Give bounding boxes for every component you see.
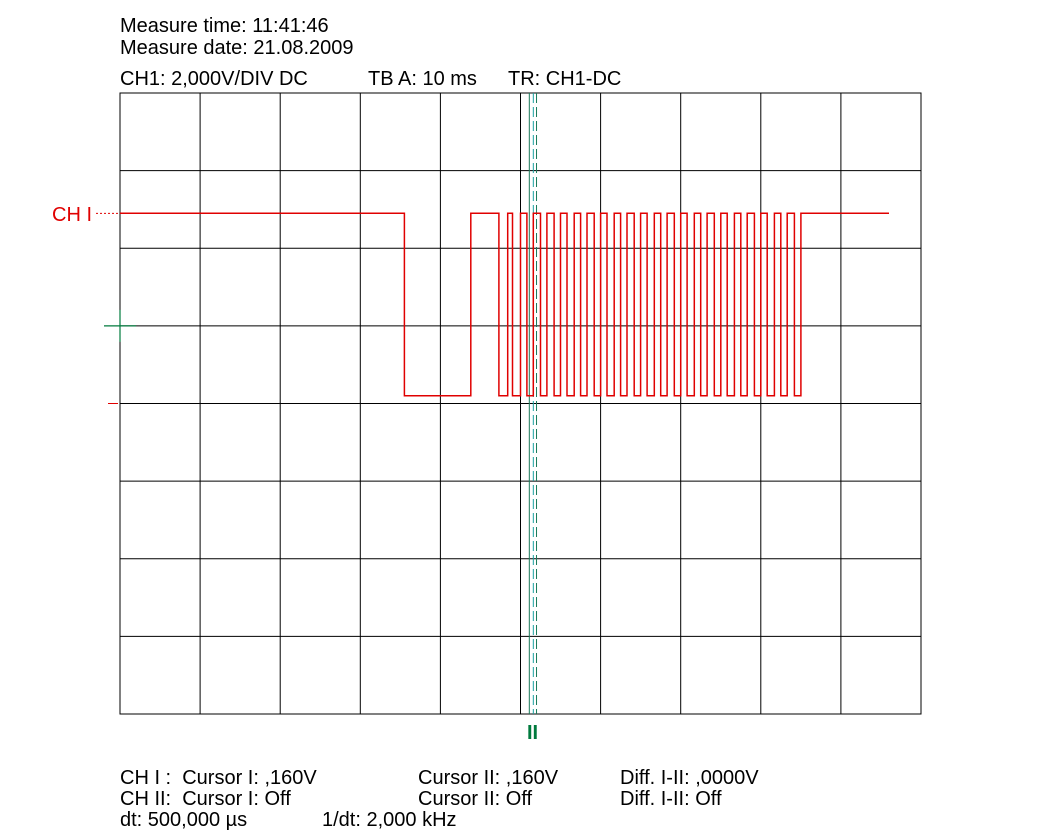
- cursors: [528, 93, 538, 714]
- trigger: TR: CH1-DC: [508, 68, 622, 90]
- inv-dt-value: 1/dt: 2,000 kHz: [322, 809, 457, 831]
- ch2-cursor-1: CH II: Cursor I: Off: [120, 788, 291, 810]
- timebase: TB A: 10 ms: [368, 68, 477, 90]
- measure-time: Measure time: 11:41:46: [120, 15, 329, 37]
- ch1-diff: Diff. I-II: ,0000V: [620, 767, 759, 789]
- markers: [96, 212, 136, 404]
- dt-value: dt: 500,000 µs: [120, 809, 248, 831]
- ch2-diff: Diff. I-II: Off: [620, 788, 722, 810]
- ch1-setting: CH1: 2,000V/DIV DC: [120, 68, 308, 90]
- cursor-marker-label: II: [527, 722, 539, 744]
- grid: [119, 92, 922, 715]
- ch1-trace: [120, 212, 889, 397]
- ch2-cursor-2: Cursor II: Off: [418, 788, 533, 810]
- ch1-marker-label: CH I: [52, 204, 92, 226]
- ch1-cursor-2: Cursor II: ,160V: [418, 767, 559, 789]
- ch1-cursor-1: CH I : Cursor I: ,160V: [120, 767, 317, 789]
- measure-date: Measure date: 21.08.2009: [120, 37, 354, 59]
